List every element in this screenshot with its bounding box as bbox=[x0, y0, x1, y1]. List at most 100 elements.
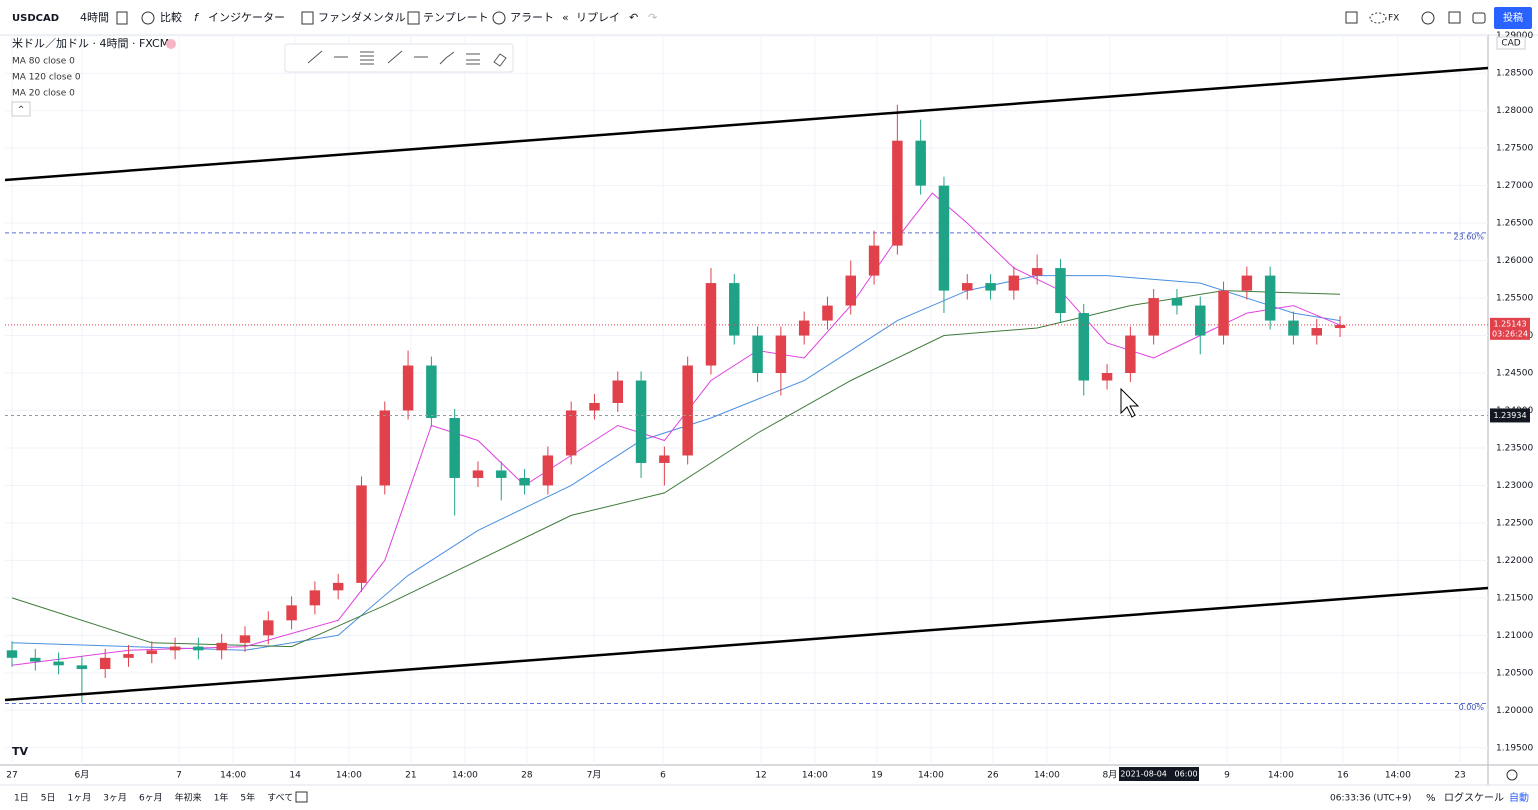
publish-button[interactable] bbox=[1494, 7, 1532, 29]
publish[interactable]: 投稿 bbox=[1503, 11, 1523, 24]
candle-body bbox=[682, 365, 693, 456]
alert-icon[interactable] bbox=[492, 11, 506, 25]
symbol[interactable]: USDCAD bbox=[12, 13, 59, 24]
y-tick-label: 1.21500 bbox=[1496, 593, 1533, 603]
y-tick-label: 1.20500 bbox=[1496, 668, 1533, 678]
candle-body bbox=[962, 283, 973, 291]
x-tick-label: 7 bbox=[176, 771, 182, 781]
candle-body bbox=[659, 455, 670, 463]
fx-icon: f bbox=[194, 11, 200, 24]
legend-ma: MA 120 close 0 bbox=[12, 73, 81, 83]
y-tick-label: 1.29000 bbox=[1496, 31, 1533, 41]
candle-body bbox=[216, 642, 227, 651]
layout-icon[interactable] bbox=[1345, 11, 1358, 24]
candle-body bbox=[519, 477, 530, 486]
y-tick-label: 1.24500 bbox=[1496, 369, 1533, 379]
tool-ray[interactable] bbox=[387, 50, 403, 64]
range-button[interactable]: 1日 bbox=[14, 793, 29, 804]
x-tick-label: 14:00 bbox=[336, 771, 362, 781]
range-button[interactable]: 6ヶ月 bbox=[139, 793, 163, 804]
candle-body bbox=[99, 657, 111, 670]
cloud-icon[interactable] bbox=[1369, 12, 1387, 24]
tool-path[interactable] bbox=[439, 51, 455, 65]
channel-upper[interactable] bbox=[4, 66, 1489, 182]
tool-fib[interactable] bbox=[360, 51, 374, 65]
candle-body bbox=[6, 650, 18, 658]
range-button[interactable]: 年初来 bbox=[175, 792, 202, 804]
indicators[interactable]: インジケーター bbox=[208, 11, 285, 24]
candle-body bbox=[472, 470, 484, 478]
candle-body bbox=[1264, 275, 1276, 321]
axis-settings[interactable] bbox=[1506, 769, 1518, 781]
templates-icon[interactable] bbox=[407, 11, 420, 25]
clock: 06:33:36 (UTC+9) bbox=[1330, 794, 1411, 804]
interval[interactable]: 4時間 bbox=[80, 11, 109, 24]
x-tick-label: 27 bbox=[6, 771, 17, 781]
settings-icon[interactable] bbox=[1421, 11, 1435, 25]
channel-lower[interactable] bbox=[4, 586, 1489, 702]
x-tick-label: 9 bbox=[1224, 771, 1230, 781]
candle-body bbox=[1195, 305, 1206, 336]
candle-body bbox=[845, 275, 857, 306]
templates[interactable]: テンプレート bbox=[423, 11, 489, 24]
candle-body bbox=[239, 635, 251, 643]
collapse-arrow[interactable]: ^ bbox=[18, 105, 25, 114]
x-tick-label: 28 bbox=[521, 771, 533, 781]
currency[interactable]: CAD bbox=[1501, 39, 1520, 49]
auto-toggle[interactable]: 自動 bbox=[1509, 791, 1529, 804]
collapse-legend[interactable] bbox=[11, 101, 31, 117]
crosshair-price: 1.23934 bbox=[1493, 411, 1526, 420]
candle-body bbox=[356, 485, 367, 583]
y-tick-label: 1.27500 bbox=[1496, 144, 1533, 154]
range-button[interactable]: 5日 bbox=[41, 793, 56, 804]
alert[interactable]: アラート bbox=[510, 11, 554, 24]
x-tick-label: 6 bbox=[660, 771, 666, 781]
range-button[interactable]: 5年 bbox=[240, 792, 255, 804]
compare[interactable]: 比較 bbox=[160, 10, 182, 24]
candle-body bbox=[1334, 325, 1346, 329]
tool-channel[interactable] bbox=[466, 53, 480, 65]
range-button[interactable]: 1年 bbox=[214, 792, 229, 804]
fullscreen-icon[interactable] bbox=[1448, 11, 1461, 24]
candle-body bbox=[589, 402, 600, 411]
percent-toggle[interactable]: % bbox=[1426, 793, 1436, 804]
candle-body bbox=[752, 335, 763, 374]
fundamentals[interactable]: ファンダメンタル bbox=[318, 10, 406, 24]
candle-body bbox=[496, 470, 507, 478]
candle-body bbox=[379, 410, 391, 486]
range-button[interactable]: すべて bbox=[267, 793, 293, 804]
tool-eraser[interactable] bbox=[493, 53, 507, 67]
compare-icon[interactable] bbox=[141, 11, 155, 25]
fundamentals-icon[interactable] bbox=[301, 11, 314, 25]
y-tick-label: 1.22500 bbox=[1496, 518, 1533, 528]
replay[interactable]: リプレイ bbox=[576, 11, 620, 24]
countdown: 03:26:24 bbox=[1492, 329, 1528, 338]
x-tick-label: 14:00 bbox=[918, 771, 944, 781]
legend-status bbox=[166, 39, 176, 49]
candle-body bbox=[263, 620, 274, 636]
plot: 1.19500 1.20000 1.20500 1.21000 1.21500 1.220… bbox=[5, 31, 1533, 781]
chart-type-icon[interactable] bbox=[116, 11, 128, 25]
replay-icon[interactable]: « bbox=[562, 11, 569, 24]
y-tick-label: 1.20000 bbox=[1496, 706, 1533, 716]
candle-body bbox=[1125, 335, 1136, 374]
candle-body bbox=[1288, 320, 1299, 336]
range-button[interactable]: 3ヶ月 bbox=[103, 793, 127, 804]
x-tick-label: 7月 bbox=[587, 770, 602, 781]
candle-body bbox=[426, 365, 437, 418]
screenshot-icon[interactable] bbox=[1472, 12, 1486, 24]
log-toggle[interactable]: ログスケール bbox=[1444, 791, 1504, 804]
last-price: 1.25143 bbox=[1493, 319, 1526, 328]
y-tick-label: 1.25500 bbox=[1496, 294, 1533, 304]
redo: ↷ bbox=[648, 11, 657, 24]
candle-body bbox=[1148, 298, 1159, 336]
currency-box[interactable] bbox=[1496, 36, 1526, 50]
market[interactable]: FX bbox=[1388, 14, 1399, 24]
undo[interactable]: ↶ bbox=[629, 11, 638, 24]
tool-trendline[interactable] bbox=[307, 50, 323, 64]
last-price-tag bbox=[1490, 317, 1530, 340]
crosshair-price-tag bbox=[1490, 408, 1530, 423]
date-range-icon[interactable] bbox=[295, 791, 308, 803]
range-button[interactable]: 1ヶ月 bbox=[67, 793, 91, 804]
